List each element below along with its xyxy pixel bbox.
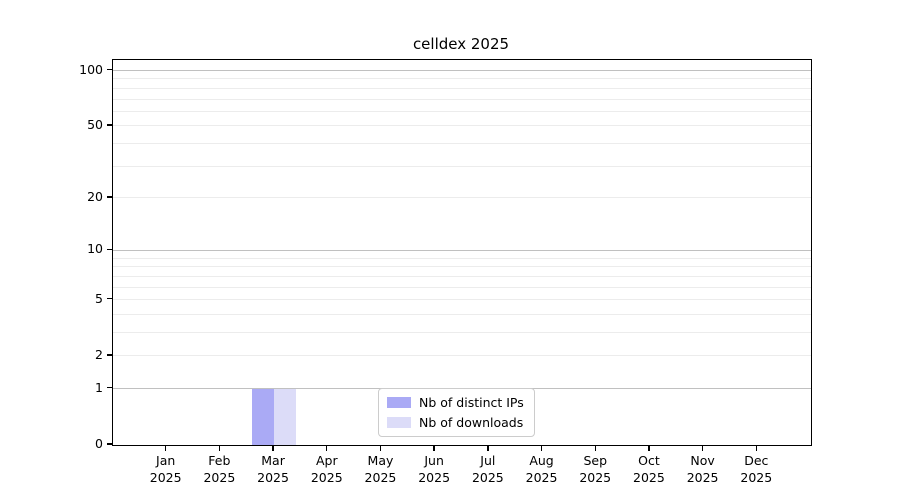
x-tick-label: Oct 2025 — [633, 453, 665, 485]
gridline — [113, 87, 811, 89]
gridline — [113, 249, 811, 251]
y-tick-label: 50 — [87, 116, 103, 132]
gridline — [113, 197, 811, 199]
chart-title: celldex 2025 — [412, 35, 510, 53]
legend-item: Nb of downloads — [387, 415, 524, 430]
x-tick-mark — [326, 445, 328, 451]
y-tick-mark — [107, 387, 112, 389]
y-tick-mark — [107, 196, 112, 198]
gridline — [113, 257, 811, 259]
x-tick-mark — [701, 445, 704, 451]
gridline — [113, 70, 811, 72]
legend-label: Nb of downloads — [419, 415, 524, 430]
x-tick-label: Jun 2025 — [418, 453, 451, 485]
y-tick-label: 2 — [95, 346, 103, 362]
x-tick-label: Feb 2025 — [203, 453, 236, 485]
gridline — [113, 286, 811, 288]
y-tick-label: 1 — [95, 379, 103, 395]
gridline — [113, 313, 811, 315]
gridline — [113, 332, 811, 334]
x-tick-label: May 2025 — [364, 453, 397, 485]
x-tick-mark — [433, 445, 435, 451]
y-tick-mark — [107, 68, 112, 71]
bar-distinct-ips-mar — [252, 388, 275, 445]
y-tick-mark — [107, 248, 112, 251]
x-tick-label: Apr 2025 — [310, 453, 343, 485]
gridline — [113, 143, 811, 145]
y-tick-mark — [107, 354, 112, 356]
y-tick-mark — [107, 443, 112, 445]
x-tick-mark — [755, 445, 757, 451]
gridline — [113, 165, 811, 167]
x-tick-label: Dec 2025 — [740, 453, 773, 485]
gridline — [113, 98, 811, 100]
x-tick-label: Sep 2025 — [579, 453, 612, 485]
gridline — [113, 125, 811, 127]
y-tick-label: 100 — [79, 61, 103, 77]
gridline — [113, 266, 811, 268]
y-tick-label: 0 — [95, 436, 103, 451]
bar-downloads-mar — [274, 388, 297, 445]
legend-item: Nb of distinct IPs — [387, 395, 524, 410]
x-tick-label: Nov 2025 — [686, 453, 719, 485]
y-tick-label: 10 — [87, 241, 103, 257]
gridline — [113, 355, 811, 357]
x-tick-mark — [379, 445, 382, 451]
legend: Nb of distinct IPs Nb of downloads — [378, 388, 535, 437]
y-tick-mark — [107, 124, 112, 126]
x-tick-label: Aug 2025 — [525, 453, 558, 485]
plot-area — [112, 59, 812, 446]
y-tick-label: 5 — [95, 290, 103, 306]
x-tick-mark — [218, 445, 221, 451]
legend-label: Nb of distinct IPs — [419, 395, 524, 410]
legend-swatch-downloads — [387, 417, 411, 428]
gridline — [113, 299, 811, 301]
x-tick-mark — [648, 445, 650, 451]
x-tick-label: Jul 2025 — [471, 453, 504, 485]
x-tick-mark — [272, 445, 274, 451]
x-tick-mark — [487, 445, 489, 451]
gridline — [113, 78, 811, 80]
x-tick-label: Jan 2025 — [149, 453, 182, 485]
gridline — [113, 110, 811, 112]
legend-swatch-distinct-ips — [387, 397, 411, 408]
x-tick-mark — [594, 445, 596, 451]
x-tick-label: Mar 2025 — [257, 453, 289, 485]
gridline — [113, 275, 811, 277]
y-tick-mark — [107, 297, 112, 300]
y-tick-label: 20 — [87, 188, 103, 204]
x-tick-mark — [164, 445, 167, 451]
x-tick-mark — [540, 445, 543, 451]
